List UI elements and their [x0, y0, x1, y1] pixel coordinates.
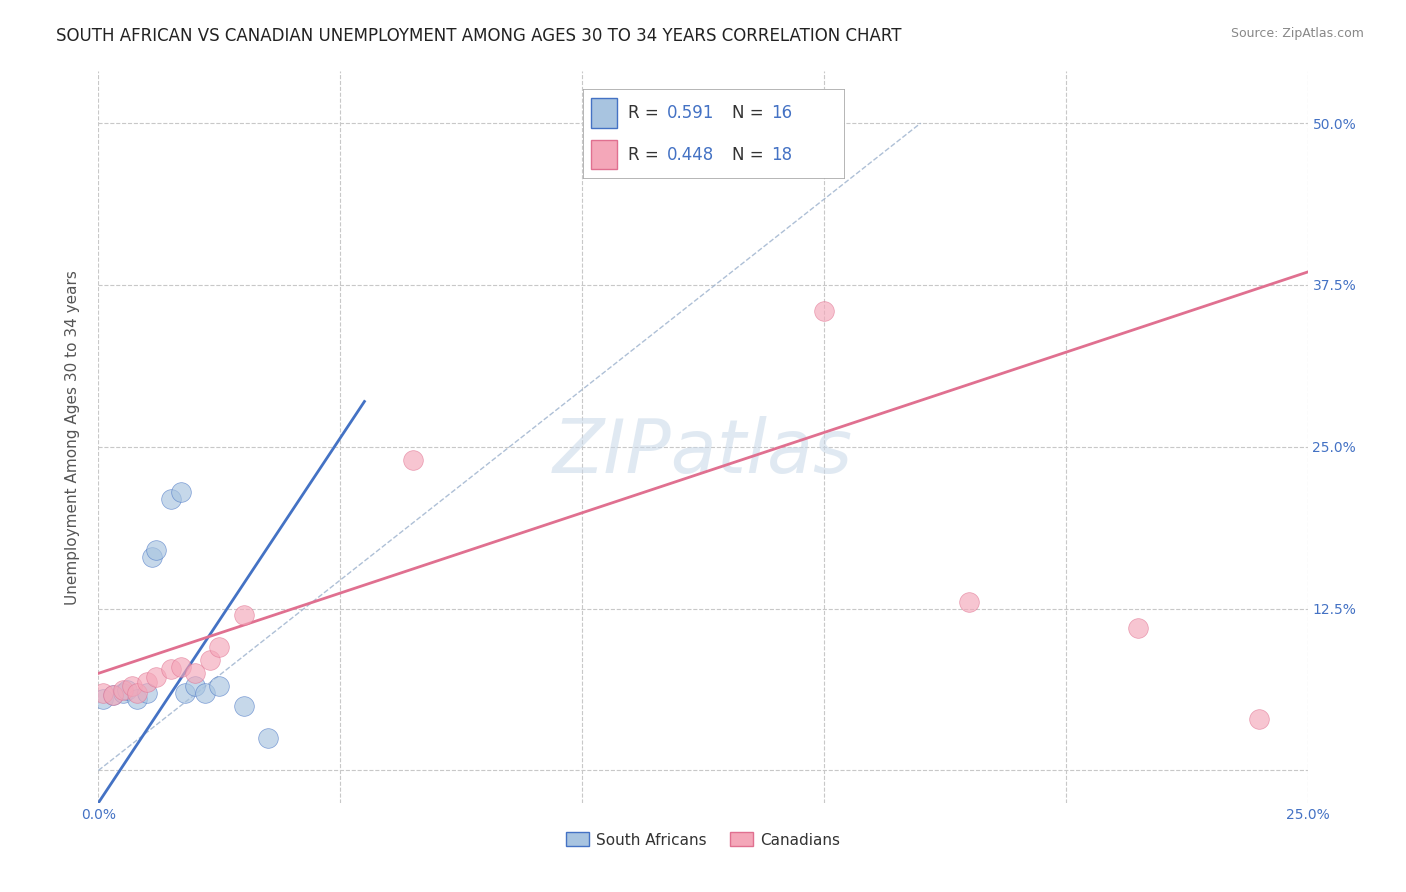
Text: N =: N =: [731, 145, 769, 164]
Point: [194, 686, 217, 700]
Point: [127, 692, 149, 706]
Point: [169, 660, 191, 674]
Legend: South Africans, Canadians: South Africans, Canadians: [560, 826, 846, 854]
Point: [91, 686, 114, 700]
Point: [208, 640, 231, 655]
Y-axis label: Unemployment Among Ages 30 to 34 years: Unemployment Among Ages 30 to 34 years: [65, 269, 80, 605]
Point: [91, 692, 114, 706]
Point: [111, 686, 134, 700]
Text: N =: N =: [731, 103, 769, 122]
Point: [232, 698, 254, 713]
Point: [957, 595, 980, 609]
Point: [101, 689, 124, 703]
Bar: [592, 98, 617, 128]
Point: [127, 686, 149, 700]
Text: 0.591: 0.591: [666, 103, 714, 122]
Point: [121, 679, 143, 693]
Point: [256, 731, 278, 745]
Point: [402, 452, 425, 467]
Text: 0.448: 0.448: [666, 145, 714, 164]
Text: R =: R =: [627, 145, 664, 164]
Point: [111, 683, 134, 698]
Text: 16: 16: [770, 103, 792, 122]
Text: Source: ZipAtlas.com: Source: ZipAtlas.com: [1230, 27, 1364, 40]
Text: SOUTH AFRICAN VS CANADIAN UNEMPLOYMENT AMONG AGES 30 TO 34 YEARS CORRELATION CHA: SOUTH AFRICAN VS CANADIAN UNEMPLOYMENT A…: [56, 27, 901, 45]
Point: [184, 679, 207, 693]
Bar: [592, 140, 617, 169]
Point: [232, 608, 254, 623]
Point: [135, 675, 157, 690]
Point: [117, 683, 139, 698]
Point: [160, 491, 183, 506]
Point: [145, 670, 167, 684]
Point: [135, 686, 157, 700]
Point: [184, 666, 207, 681]
Text: R =: R =: [627, 103, 664, 122]
Point: [208, 679, 231, 693]
Point: [101, 689, 124, 703]
Point: [813, 303, 835, 318]
Text: 18: 18: [770, 145, 792, 164]
Point: [145, 543, 167, 558]
Point: [174, 686, 197, 700]
Point: [1249, 712, 1271, 726]
Point: [1128, 621, 1150, 635]
Point: [198, 653, 221, 667]
Point: [169, 485, 191, 500]
Text: ZIPatlas: ZIPatlas: [553, 416, 853, 488]
Point: [160, 663, 183, 677]
Point: [141, 549, 163, 564]
